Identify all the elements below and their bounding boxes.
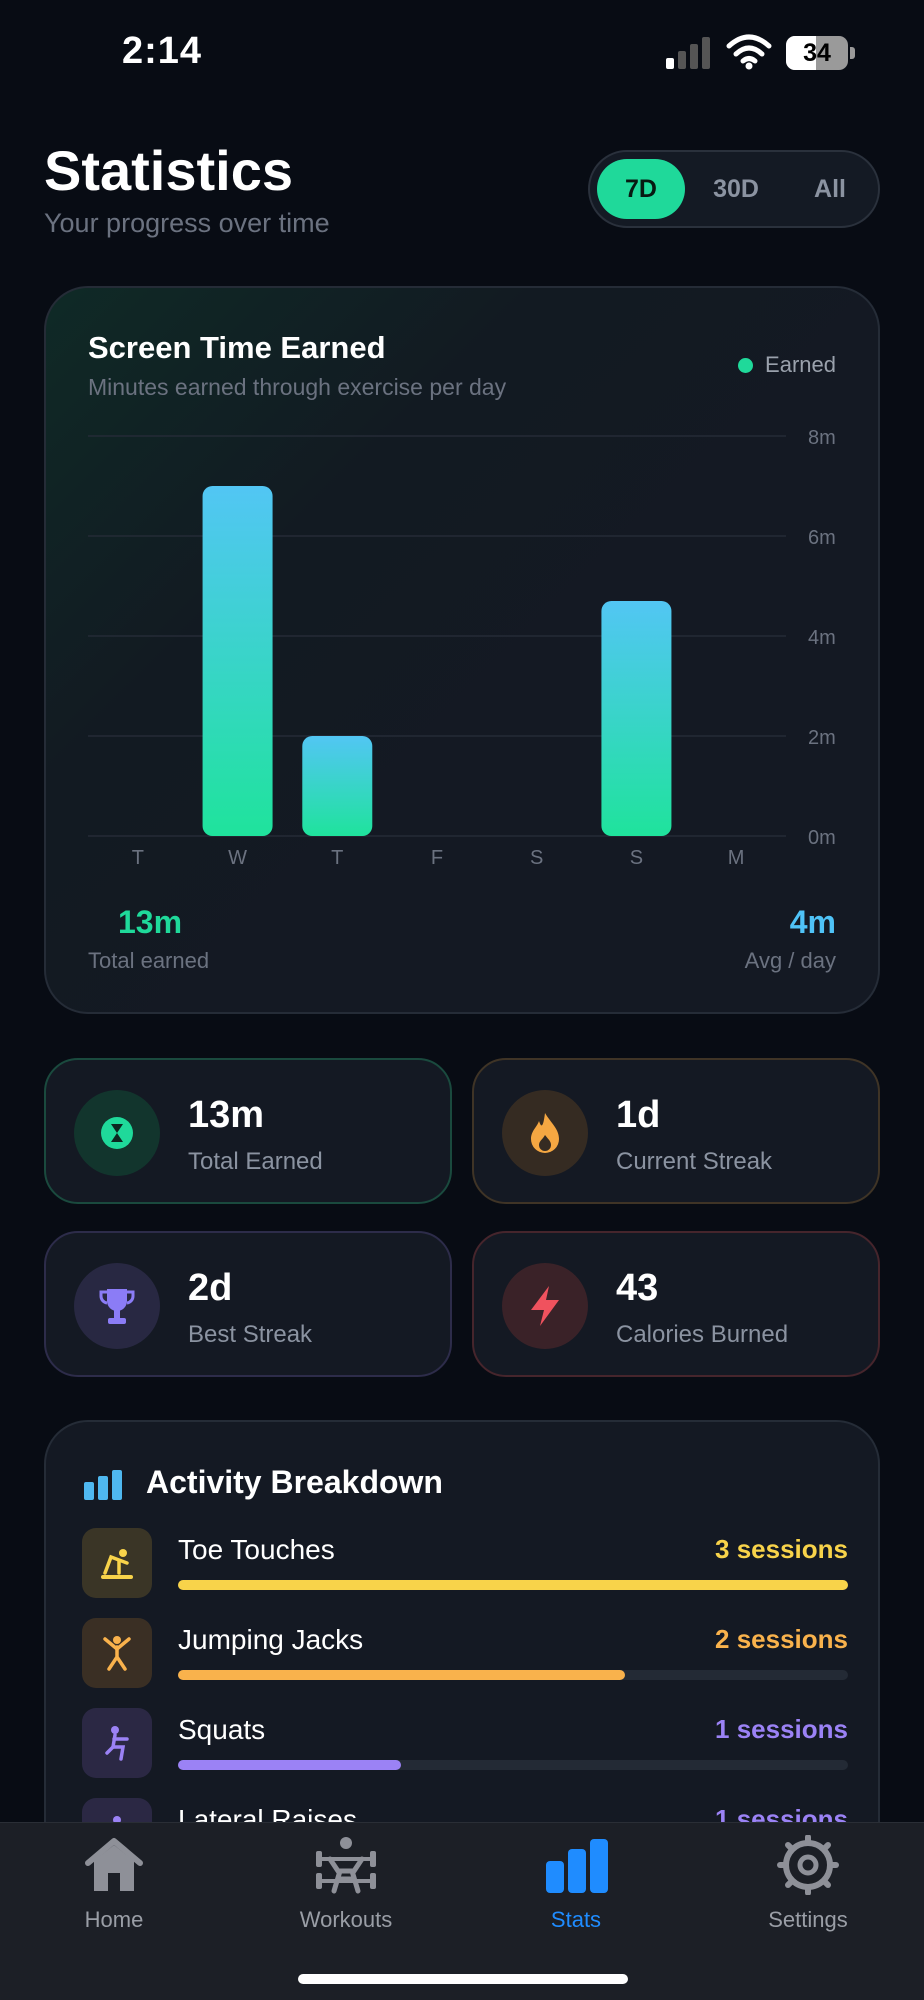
- activity-row-jumping-jacks[interactable]: Jumping Jacks 2 sessions: [82, 1618, 848, 1688]
- tile-label: Calories Burned: [616, 1321, 789, 1348]
- screen-time-chart-card: Screen Time Earned Minutes earned throug…: [44, 286, 880, 1014]
- range-all-button[interactable]: All: [814, 174, 846, 203]
- bar-chart-icon: [84, 1470, 122, 1500]
- total-earned-label: Total earned: [88, 948, 210, 973]
- bar-chart-icon: [546, 1839, 608, 1893]
- tile-best-streak[interactable]: 2d Best Streak: [44, 1231, 452, 1377]
- tile-label: Best Streak: [188, 1321, 313, 1348]
- tab-home[interactable]: Home: [24, 1835, 204, 1945]
- wifi-icon: [726, 34, 772, 70]
- tab-settings[interactable]: Settings: [718, 1835, 898, 1945]
- activity-count: 1 sessions: [715, 1714, 848, 1744]
- battery-level: 34: [803, 39, 831, 67]
- tab-label: Settings: [768, 1907, 848, 1932]
- activity-progress-fill: [178, 1760, 402, 1770]
- y-tick-label: 2m: [808, 727, 836, 749]
- tab-label: Home: [84, 1907, 144, 1932]
- battery-icon: 34: [786, 36, 856, 70]
- page-subtitle: Your progress over time: [44, 208, 330, 238]
- toe-touch-icon: [82, 1528, 152, 1598]
- bolt-icon: [502, 1263, 588, 1349]
- tab-stats[interactable]: Stats: [486, 1835, 666, 1945]
- x-tick-label: W: [228, 847, 247, 869]
- page-title: Statistics: [44, 139, 293, 202]
- tab-label: Workouts: [299, 1907, 393, 1932]
- activity-count: 2 sessions: [715, 1624, 848, 1654]
- hourglass-icon: [74, 1090, 160, 1176]
- activity-title: Activity Breakdown: [146, 1464, 443, 1500]
- tab-label: Stats: [550, 1907, 602, 1932]
- bar: [302, 736, 373, 836]
- status-bar: 2:14 34: [0, 0, 924, 110]
- cellular-signal-icon: [666, 37, 710, 69]
- jumping-jack-icon: [82, 1618, 152, 1688]
- weightlifter-icon: [316, 1837, 376, 1894]
- avg-per-day-value: 4m: [789, 904, 836, 940]
- activity-progress-track: [178, 1760, 848, 1770]
- chart-legend: Earned: [738, 352, 836, 378]
- squat-icon: [82, 1708, 152, 1778]
- tile-calories-burned[interactable]: 43 Calories Burned: [472, 1231, 880, 1377]
- tile-value: 13m: [188, 1094, 265, 1136]
- flame-icon: [502, 1090, 588, 1176]
- y-tick-label: 4m: [808, 627, 836, 649]
- y-tick-label: 6m: [808, 527, 836, 549]
- range-30d-button[interactable]: 30D: [713, 174, 759, 203]
- activity-row-toe-touches[interactable]: Toe Touches 3 sessions: [82, 1528, 848, 1598]
- x-tick-label: S: [530, 847, 543, 869]
- tab-bar: Home Workouts Stats: [0, 1822, 924, 2000]
- range-7d-button[interactable]: 7D: [597, 159, 685, 219]
- x-tick-label: F: [431, 847, 443, 869]
- activity-progress-track: [178, 1670, 848, 1680]
- x-tick-label: T: [132, 847, 144, 869]
- x-tick-label: S: [630, 847, 643, 869]
- y-tick-label: 8m: [808, 427, 836, 449]
- tile-value: 43: [616, 1267, 659, 1309]
- activity-name: Toe Touches: [178, 1534, 335, 1565]
- activity-progress-track: [178, 1580, 848, 1590]
- tile-value: 2d: [188, 1267, 233, 1309]
- legend-label: Earned: [765, 352, 836, 377]
- activity-name: Squats: [178, 1714, 266, 1745]
- home-indicator: [298, 1974, 628, 1984]
- x-tick-label: M: [728, 847, 745, 869]
- activity-name: Jumping Jacks: [178, 1624, 364, 1655]
- time-range-selector: 7D 30D All: [588, 150, 880, 228]
- gear-icon: [777, 1835, 839, 1895]
- activity-count: 3 sessions: [715, 1534, 848, 1564]
- status-time: 2:14: [122, 30, 203, 72]
- bar: [202, 486, 273, 836]
- activity-progress-fill: [178, 1670, 625, 1680]
- chart-subtitle: Minutes earned through exercise per day: [88, 374, 507, 400]
- activity-row-squats[interactable]: Squats 1 sessions: [82, 1708, 848, 1778]
- tile-value: 1d: [616, 1094, 661, 1136]
- tab-workouts[interactable]: Workouts: [256, 1835, 436, 1945]
- total-earned-value: 13m: [118, 904, 183, 940]
- trophy-icon: [74, 1263, 160, 1349]
- tile-label: Current Streak: [616, 1148, 773, 1175]
- x-tick-label: T: [331, 847, 343, 869]
- tile-label: Total Earned: [188, 1148, 323, 1175]
- tile-current-streak[interactable]: 1d Current Streak: [472, 1058, 880, 1204]
- bar: [601, 601, 672, 836]
- chart-title: Screen Time Earned: [88, 330, 386, 365]
- bar-chart: 0m 2m 4m 6m 8m T W T F S S M: [88, 427, 836, 869]
- y-tick-label: 0m: [808, 827, 836, 849]
- avg-per-day-label: Avg / day: [744, 948, 836, 973]
- house-icon: [85, 1838, 143, 1891]
- legend-dot-icon: [738, 357, 754, 373]
- activity-progress-fill: [178, 1580, 848, 1590]
- tile-total-earned[interactable]: 13m Total Earned: [44, 1058, 452, 1204]
